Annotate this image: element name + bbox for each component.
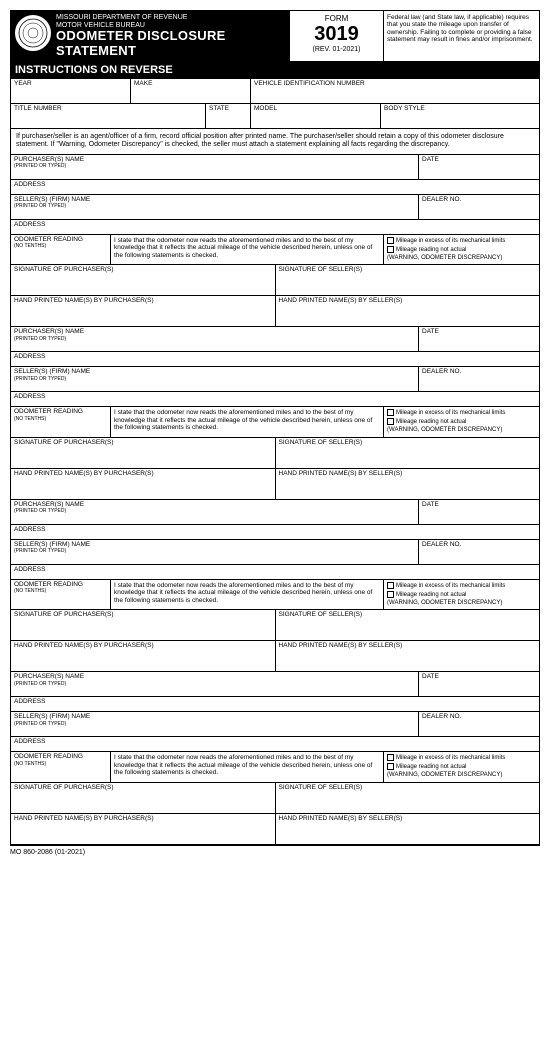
instruction-note: If purchaser/seller is an agent/officer … bbox=[11, 129, 539, 155]
dealer-no-label: DEALER NO. bbox=[422, 369, 536, 376]
state-label: STATE bbox=[209, 106, 247, 113]
hand-purchaser-label: HAND PRINTED NAME(S) BY PURCHASER(S) bbox=[14, 298, 272, 305]
checkbox-excess[interactable]: Mileage in excess of its mechanical limi… bbox=[387, 237, 536, 246]
form-title2: STATEMENT bbox=[56, 44, 286, 58]
checkbox-not-actual[interactable]: Mileage reading not actual bbox=[387, 418, 536, 427]
instructions-bar: INSTRUCTIONS ON REVERSE bbox=[11, 62, 539, 79]
header-middle: FORM 3019 (REV. 01-2021) bbox=[289, 11, 384, 61]
sig-seller-label: SIGNATURE OF SELLER(S) bbox=[279, 440, 537, 447]
form-title1: ODOMETER DISCLOSURE bbox=[56, 29, 286, 43]
address-label: ADDRESS bbox=[14, 739, 536, 746]
address-label: ADDRESS bbox=[14, 394, 536, 401]
dept-line1: MISSOURI DEPARTMENT OF REVENUE bbox=[56, 14, 286, 22]
form-label: FORM bbox=[293, 14, 380, 23]
warning-text: (WARNING, ODOMETER DISCREPANCY) bbox=[387, 255, 536, 263]
address-label: ADDRESS bbox=[14, 567, 536, 574]
dealer-no-label: DEALER NO. bbox=[422, 542, 536, 549]
title-num-label: TITLE NUMBER bbox=[14, 106, 202, 113]
dealer-no-label: DEALER NO. bbox=[422, 714, 536, 721]
checkbox-excess[interactable]: Mileage in excess of its mechanical limi… bbox=[387, 582, 536, 591]
sig-purchaser-label: SIGNATURE OF PURCHASER(S) bbox=[14, 785, 272, 792]
form-revision: (REV. 01-2021) bbox=[293, 46, 380, 53]
odometer-statement: I state that the odometer now reads the … bbox=[111, 580, 384, 610]
header-left: MISSOURI DEPARTMENT OF REVENUE MOTOR VEH… bbox=[11, 11, 289, 61]
body-label: BODY STYLE bbox=[384, 106, 536, 113]
hand-purchaser-label: HAND PRINTED NAME(S) BY PURCHASER(S) bbox=[14, 816, 272, 823]
checkbox-not-actual[interactable]: Mileage reading not actual bbox=[387, 763, 536, 772]
make-label: MAKE bbox=[134, 81, 247, 88]
checkbox-excess[interactable]: Mileage in excess of its mechanical limi… bbox=[387, 409, 536, 418]
address-label: ADDRESS bbox=[14, 527, 536, 534]
state-seal-icon bbox=[14, 14, 52, 52]
hand-seller-label: HAND PRINTED NAME(S) BY SELLER(S) bbox=[279, 643, 537, 650]
sig-seller-label: SIGNATURE OF SELLER(S) bbox=[279, 267, 537, 274]
checkbox-excess[interactable]: Mileage in excess of its mechanical limi… bbox=[387, 754, 536, 763]
sig-seller-label: SIGNATURE OF SELLER(S) bbox=[279, 785, 537, 792]
dealer-no-label: DEALER NO. bbox=[422, 197, 536, 204]
warning-text: (WARNING, ODOMETER DISCREPANCY) bbox=[387, 600, 536, 608]
checkbox-not-actual[interactable]: Mileage reading not actual bbox=[387, 246, 536, 255]
vehicle-row1: YEAR MAKE VEHICLE IDENTIFICATION NUMBER bbox=[11, 79, 539, 104]
odometer-statement: I state that the odometer now reads the … bbox=[111, 407, 384, 437]
date-label: DATE bbox=[422, 674, 536, 681]
sig-seller-label: SIGNATURE OF SELLER(S) bbox=[279, 612, 537, 619]
legal-text: Federal law (and State law, if applicabl… bbox=[384, 11, 539, 61]
form-container: MISSOURI DEPARTMENT OF REVENUE MOTOR VEH… bbox=[10, 10, 540, 846]
address-label: ADDRESS bbox=[14, 222, 536, 229]
sig-purchaser-label: SIGNATURE OF PURCHASER(S) bbox=[14, 612, 272, 619]
hand-purchaser-label: HAND PRINTED NAME(S) BY PURCHASER(S) bbox=[14, 643, 272, 650]
vin-label: VEHICLE IDENTIFICATION NUMBER bbox=[254, 81, 536, 88]
vehicle-row2: TITLE NUMBER STATE MODEL BODY STYLE bbox=[11, 104, 539, 129]
date-label: DATE bbox=[422, 329, 536, 336]
date-label: DATE bbox=[422, 502, 536, 509]
date-label: DATE bbox=[422, 157, 536, 164]
odometer-statement: I state that the odometer now reads the … bbox=[111, 752, 384, 782]
address-label: ADDRESS bbox=[14, 182, 536, 189]
footer-code: MO 860-2086 (01-2021) bbox=[10, 846, 540, 859]
checkbox-not-actual[interactable]: Mileage reading not actual bbox=[387, 591, 536, 600]
sig-purchaser-label: SIGNATURE OF PURCHASER(S) bbox=[14, 440, 272, 447]
sig-purchaser-label: SIGNATURE OF PURCHASER(S) bbox=[14, 267, 272, 274]
warning-text: (WARNING, ODOMETER DISCREPANCY) bbox=[387, 772, 536, 780]
warning-text: (WARNING, ODOMETER DISCREPANCY) bbox=[387, 427, 536, 435]
header: MISSOURI DEPARTMENT OF REVENUE MOTOR VEH… bbox=[11, 11, 539, 62]
address-label: ADDRESS bbox=[14, 699, 536, 706]
form-number: 3019 bbox=[293, 23, 380, 46]
hand-seller-label: HAND PRINTED NAME(S) BY SELLER(S) bbox=[279, 471, 537, 478]
address-label: ADDRESS bbox=[14, 354, 536, 361]
model-label: MODEL bbox=[254, 106, 377, 113]
year-label: YEAR bbox=[14, 81, 127, 88]
hand-seller-label: HAND PRINTED NAME(S) BY SELLER(S) bbox=[279, 816, 537, 823]
hand-seller-label: HAND PRINTED NAME(S) BY SELLER(S) bbox=[279, 298, 537, 305]
hand-purchaser-label: HAND PRINTED NAME(S) BY PURCHASER(S) bbox=[14, 471, 272, 478]
odometer-statement: I state that the odometer now reads the … bbox=[111, 235, 384, 265]
